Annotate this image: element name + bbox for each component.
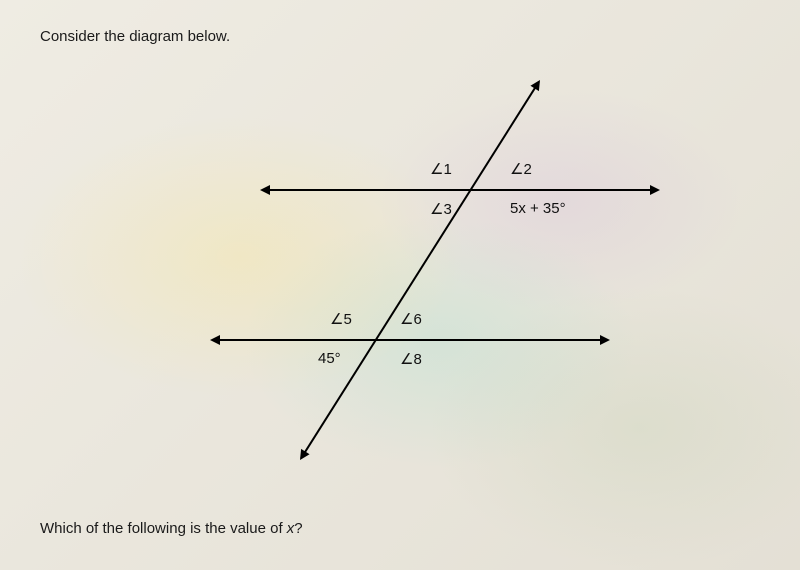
angle-label-a3: ∠3 bbox=[430, 200, 452, 218]
angle-label-a2: ∠2 bbox=[510, 160, 532, 178]
angle-label-a5: ∠5 bbox=[330, 310, 352, 328]
angle-label-a7: 45° bbox=[318, 350, 341, 367]
prompt-text: Consider the diagram below. bbox=[40, 28, 760, 45]
question-prefix: Which of the following is the value of bbox=[40, 520, 287, 537]
angle-label-a1: ∠1 bbox=[430, 160, 452, 178]
question-suffix: ? bbox=[294, 520, 302, 537]
angle-label-a4: 5x + 35° bbox=[510, 200, 566, 217]
geometry-diagram bbox=[0, 0, 800, 570]
content-area: Consider the diagram below. ∠1∠2∠35x + 3… bbox=[0, 0, 800, 93]
question-text: Which of the following is the value of x… bbox=[40, 520, 303, 537]
angle-label-a8: ∠8 bbox=[400, 350, 422, 368]
angle-label-a6: ∠6 bbox=[400, 310, 422, 328]
